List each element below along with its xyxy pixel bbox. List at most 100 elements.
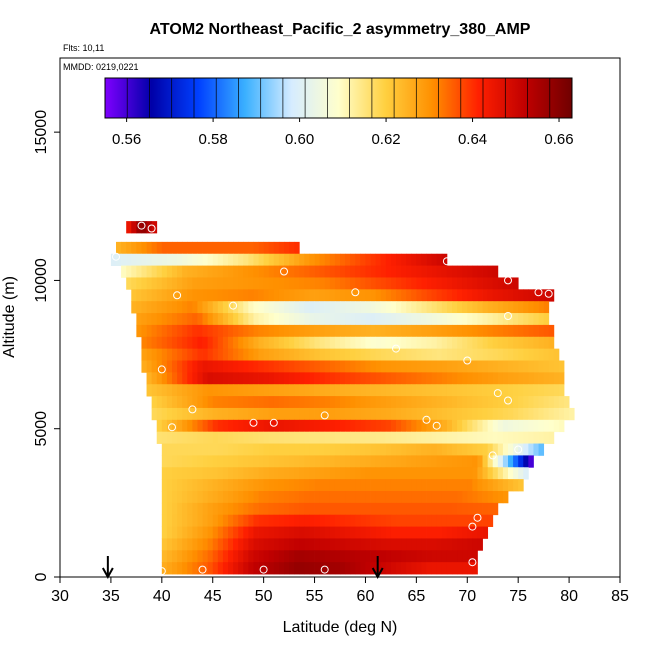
- heatmap-cell: [345, 360, 351, 373]
- heatmap-cell: [340, 348, 346, 361]
- heatmap-cell: [487, 396, 494, 409]
- heatmap-cell: [513, 336, 519, 350]
- heatmap-cell: [126, 221, 132, 234]
- heatmap-cell: [161, 443, 168, 456]
- heatmap-cell: [156, 301, 163, 314]
- heatmap-cell: [187, 479, 193, 492]
- heatmap-cell: [390, 467, 397, 480]
- heatmap-cell: [431, 396, 438, 409]
- heatmap-cell: [278, 502, 285, 516]
- x-axis-label: Latitude (deg N): [283, 619, 398, 636]
- heatmap-cell: [502, 443, 509, 456]
- heatmap-cell: [268, 550, 275, 563]
- heatmap-cell: [390, 443, 397, 456]
- heatmap-cell: [548, 407, 555, 421]
- heatmap-cell: [411, 419, 417, 433]
- heatmap-cell: [446, 419, 453, 433]
- heatmap-cell: [385, 490, 392, 504]
- heatmap-cell: [324, 443, 331, 456]
- heatmap-cell: [172, 313, 178, 326]
- heatmap-cell: [182, 384, 188, 397]
- heatmap-cell: [452, 419, 458, 433]
- heatmap-cell: [370, 289, 377, 302]
- heatmap-cell: [452, 348, 458, 361]
- heatmap-cell: [431, 372, 438, 385]
- heatmap-cell: [187, 502, 193, 516]
- heatmap-cell: [278, 265, 285, 278]
- heatmap-cell: [441, 253, 448, 266]
- heatmap-cell: [156, 336, 163, 350]
- heatmap-cell: [487, 431, 494, 444]
- heatmap-cell: [543, 360, 550, 373]
- heatmap-cell: [360, 467, 366, 480]
- heatmap-cell: [502, 455, 509, 468]
- heatmap-cell: [197, 538, 203, 551]
- heatmap-cell: [436, 538, 443, 551]
- sample-point: [157, 365, 166, 374]
- heatmap-cell: [462, 455, 468, 468]
- heatmap-cell: [390, 336, 397, 350]
- heatmap-cell: [380, 253, 387, 266]
- heatmap-cell: [548, 419, 555, 433]
- heatmap-cell: [406, 526, 412, 539]
- heatmap-cell: [258, 289, 265, 302]
- heatmap-cell: [172, 348, 178, 361]
- heatmap-cell: [396, 336, 402, 350]
- heatmap-cell: [431, 301, 438, 314]
- heatmap-cell: [390, 253, 397, 266]
- heatmap-cell: [278, 538, 285, 551]
- heatmap-cell: [401, 313, 407, 326]
- heatmap-cell: [207, 562, 214, 575]
- heatmap-cell: [396, 443, 402, 456]
- heatmap-cell: [263, 384, 270, 397]
- heatmap-cell: [136, 277, 142, 290]
- heatmap-cell: [457, 514, 463, 527]
- heatmap-cell: [314, 538, 321, 551]
- heatmap-cell: [548, 336, 555, 350]
- heatmap-cell: [441, 324, 448, 338]
- heatmap-cell: [436, 313, 443, 326]
- heatmap-cell: [472, 265, 478, 278]
- heatmap-cell: [462, 443, 468, 456]
- heatmap-cell: [238, 526, 244, 539]
- heatmap-cell: [197, 253, 203, 266]
- heatmap-cell: [319, 479, 326, 492]
- heatmap-cell: [345, 348, 351, 361]
- colorbar-tick-label: 0.64: [458, 131, 487, 148]
- heatmap-cell: [406, 502, 412, 516]
- heatmap-cell: [228, 313, 234, 326]
- heatmap-cell: [396, 562, 402, 575]
- heatmap-cell: [289, 550, 295, 563]
- heatmap-cell: [309, 372, 315, 385]
- heatmap-cell: [294, 372, 300, 385]
- heatmap-cell: [472, 384, 478, 397]
- heatmap-cell: [482, 289, 489, 302]
- heatmap-cell: [273, 313, 280, 326]
- heatmap-cell: [273, 550, 280, 563]
- heatmap-cell: [284, 538, 290, 551]
- heatmap-cell: [528, 289, 534, 302]
- heatmap-cell: [212, 360, 219, 373]
- heatmap-cell: [289, 443, 295, 456]
- heatmap-cell: [355, 502, 361, 516]
- heatmap-cell: [319, 348, 326, 361]
- heatmap-cell: [187, 277, 193, 290]
- heatmap-cell: [385, 407, 392, 421]
- heatmap-cell: [482, 372, 489, 385]
- heatmap-cell: [207, 550, 214, 563]
- heatmap-cell: [248, 277, 254, 290]
- heatmap-cell: [355, 348, 361, 361]
- heatmap-cell: [324, 514, 331, 527]
- heatmap-cell: [258, 562, 265, 575]
- heatmap-cell: [396, 538, 402, 551]
- heatmap-cell: [202, 550, 209, 563]
- heatmap-cell: [538, 289, 545, 302]
- heatmap-cell: [396, 526, 402, 539]
- heatmap-cell: [273, 372, 280, 385]
- heatmap-cell: [197, 241, 203, 255]
- heatmap-cell: [258, 502, 265, 516]
- heatmap-cell: [136, 241, 142, 255]
- heatmap-cell: [243, 289, 249, 302]
- heatmap-cell: [497, 396, 504, 409]
- heatmap-cell: [431, 490, 438, 504]
